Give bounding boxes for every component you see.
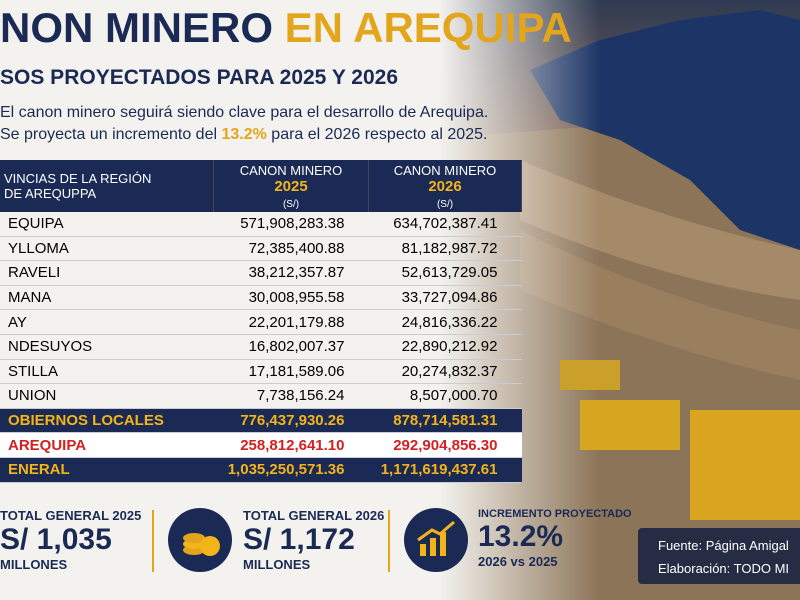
value-cell: 292,904,856.30 [368, 432, 522, 458]
intro-line: El canon minero seguirá siendo clave par… [0, 104, 489, 121]
province-cell: EQUIPA [0, 212, 214, 237]
header-cell: CANON MINERO 2025 (S/) [213, 160, 369, 212]
header-text: CANON MINERO [393, 162, 497, 178]
header-cell: VINCIAS DE LA REGIÓN DE AREQUPPA [0, 160, 214, 212]
stat-label: TOTAL GENERAL 2026 [243, 508, 385, 523]
value-cell: 7,738,156.24 [213, 383, 369, 409]
stat-value: 13.2% [478, 520, 564, 553]
table-row: AY 22,201,179.88 24,816,336.22 [0, 309, 522, 335]
stat-label: TOTAL GENERAL 2025 [0, 508, 142, 523]
source: Fuente: Página Amigal [658, 538, 789, 553]
footer-box: Fuente: Página Amigal Elaboración: TODO … [638, 528, 800, 584]
table-row: STILLA 17,181,589.06 20,274,832.37 [0, 359, 522, 385]
value-cell: 52,613,729.05 [368, 260, 522, 286]
subtitle: SOS PROYECTADOS PARA 2025 Y 2026 [0, 66, 398, 89]
stat: INCREMENTO PROYECTADO 13.2% 2026 vs 2025 [478, 508, 632, 569]
header-unit: (S/) [436, 198, 454, 210]
table: VINCIAS DE LA REGIÓN DE AREQUPPA CANON MI… [0, 160, 522, 483]
header-year: 2026 [428, 177, 462, 195]
table-row: RAVELI 38,212,357.87 52,613,729.05 [0, 260, 522, 286]
stat: TOTAL GENERAL 2026 S/ 1,172 MILLONES [243, 508, 384, 572]
coins-icon [168, 508, 232, 572]
stat-label: INCREMENTO PROYECTADO [478, 508, 632, 520]
title: NON MINERO [0, 4, 273, 51]
header-text: DE AREQUPPA [4, 186, 97, 201]
province-cell: OBIERNOS LOCALES [0, 408, 214, 434]
chart-icon [404, 508, 468, 572]
stat: TOTAL GENERAL 2025 S/ 1,035 MILLONES [0, 508, 141, 572]
table-row: ENERAL 1,035,250,571.36 1,171,619,437.61 [0, 457, 522, 483]
divider [152, 510, 154, 572]
table-body: EQUIPA 571,908,283.38 634,702,387.41 YLLOMA… [0, 212, 522, 483]
value-cell: 634,702,387.41 [368, 212, 522, 237]
header-cell: CANON MINERO 2026 (S/) [368, 160, 522, 212]
header-text: VINCIAS DE LA REGIÓN [4, 171, 152, 186]
province-cell: STILLA [0, 359, 214, 385]
intro-line: Se proyecta un incremento del [0, 126, 222, 143]
credit: Elaboración: TODO MI [658, 561, 790, 576]
value-cell: 33,727,094.86 [368, 285, 522, 311]
value-cell: 8,507,000.70 [368, 383, 522, 409]
header-text: CANON MINERO [239, 162, 343, 178]
value-cell: 776,437,930.26 [213, 408, 369, 434]
province-cell: NDESUYOS [0, 334, 214, 360]
province-cell: AREQUIPA [0, 432, 214, 458]
value-cell: 38,212,357.87 [213, 260, 369, 286]
table-row: YLLOMA 72,385,400.88 81,182,987.72 [0, 236, 522, 262]
value-cell: 16,802,007.37 [213, 334, 369, 360]
stat-value: S/ 1,035 [0, 523, 112, 556]
province-cell: MANA [0, 285, 214, 311]
value-cell: 30,008,955.58 [213, 285, 369, 311]
province-cell: YLLOMA [0, 236, 214, 262]
table-row: UNION 7,738,156.24 8,507,000.70 [0, 383, 522, 409]
value-cell: 258,812,641.10 [213, 432, 369, 458]
stat-note: MILLONES [0, 557, 68, 572]
value-cell: 1,035,250,571.36 [213, 457, 369, 483]
value-cell: 22,201,179.88 [213, 309, 369, 335]
stat-note: MILLONES [243, 557, 311, 572]
value-cell: 20,274,832.37 [368, 359, 522, 385]
value-cell: 1,171,619,437.61 [368, 457, 522, 483]
value-cell: 24,816,336.22 [368, 309, 522, 335]
header-unit: (S/) [282, 198, 300, 210]
value-cell: 72,385,400.88 [213, 236, 369, 262]
province-cell: ENERAL [0, 457, 214, 483]
intro-line: para el 2026 respecto al 2025. [266, 126, 488, 143]
value-cell: 17,181,589.06 [213, 359, 369, 385]
table-row: OBIERNOS LOCALES 776,437,930.26 878,714,58… [0, 408, 522, 434]
value-cell: 22,890,212.92 [368, 334, 522, 360]
table-row: NDESUYOS 16,802,007.37 22,890,212.92 [0, 334, 522, 360]
value-cell: 571,908,283.38 [213, 212, 369, 237]
table-row: EQUIPA 571,908,283.38 634,702,387.41 [0, 212, 522, 237]
table-row: MANA 30,008,955.58 33,727,094.86 [0, 285, 522, 311]
stat-value: S/ 1,172 [243, 523, 355, 556]
intro-highlight: 13.2% [221, 126, 267, 143]
header-year: 2025 [274, 177, 308, 195]
title-highlight: EN AREQUIPA [284, 4, 572, 51]
value-cell: 81,182,987.72 [368, 236, 522, 262]
divider [388, 510, 390, 572]
value-cell: 878,714,581.31 [368, 408, 522, 434]
stat-note: 2026 vs 2025 [478, 554, 558, 569]
province-cell: AY [0, 309, 214, 335]
table-row: AREQUIPA 258,812,641.10 292,904,856.30 [0, 432, 522, 458]
province-cell: RAVELI [0, 260, 214, 286]
province-cell: UNION [0, 383, 214, 409]
